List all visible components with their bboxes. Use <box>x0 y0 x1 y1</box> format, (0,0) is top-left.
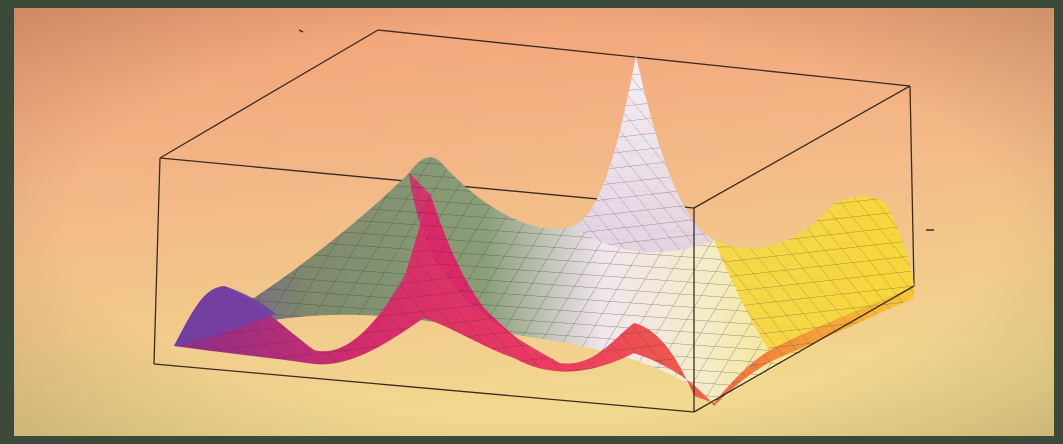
photograph <box>14 8 1054 436</box>
vignette <box>14 8 1054 436</box>
surface-plot-illustration <box>14 8 1054 436</box>
